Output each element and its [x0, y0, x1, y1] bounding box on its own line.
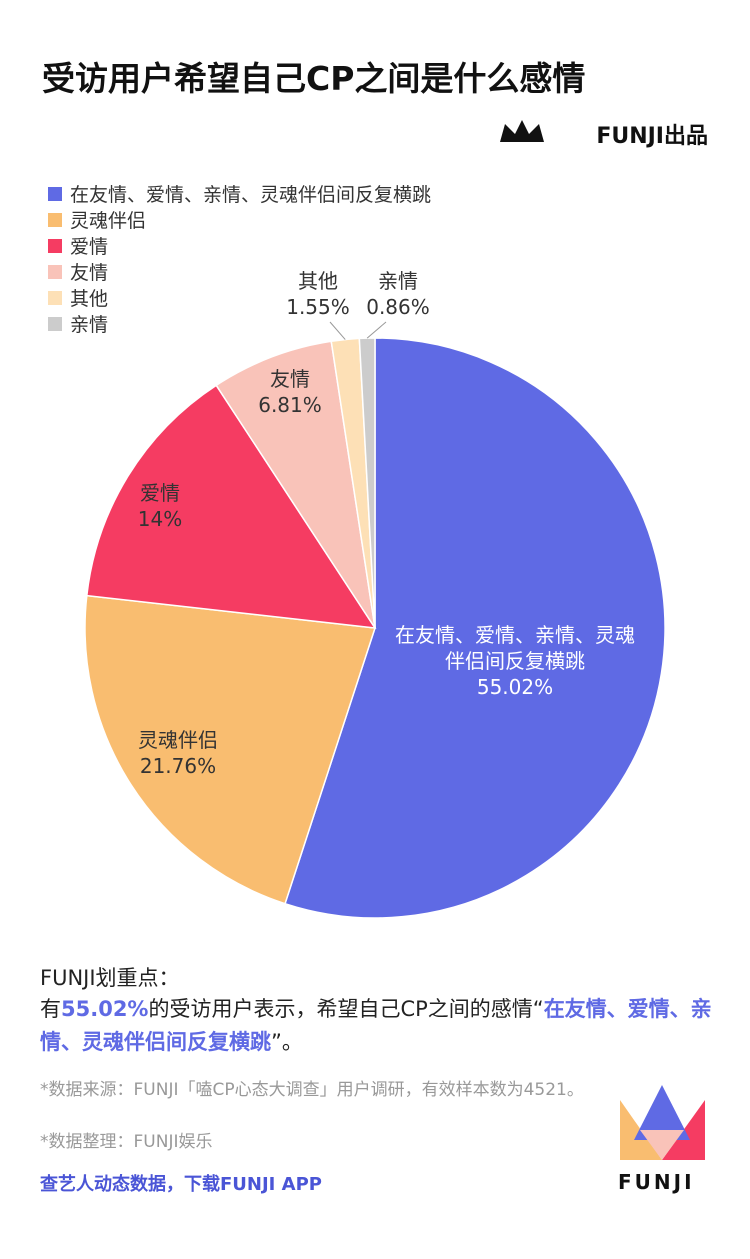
legend-item: 亲情 [48, 310, 108, 337]
legend-label: 灵魂伴侣 [70, 210, 147, 232]
legend-label: 其他 [70, 288, 109, 310]
title: 受访用户希望自己CP之间是什么感情 [42, 59, 586, 98]
legend-label: 爱情 [70, 236, 109, 258]
note-part: 55.02% [61, 997, 149, 1021]
slice-value: 0.86% [366, 295, 430, 319]
pie-slice [284, 337, 666, 919]
note-part: ”。 [271, 1030, 303, 1054]
slice-value: 14% [137, 507, 183, 531]
note-part: 在友情、爱情、亲情、灵魂伴侣间反复横跳 [40, 997, 712, 1054]
legend-item: 灵魂伴侣 [48, 206, 146, 233]
source: *数据来源：FUNJI「嗑CP心态大调查」用户调研，有效样本数为4521。 [40, 1080, 584, 1100]
note-part: 有 [40, 997, 61, 1021]
legend-label: 友情 [70, 262, 109, 284]
logo-mark [620, 1085, 705, 1160]
slice-name: 友情 [269, 367, 310, 391]
legend-swatch [48, 212, 62, 227]
slice-name: 爱情 [139, 481, 180, 505]
brand-mark [500, 120, 544, 142]
cta: 查艺人动态数据，下载FUNJI APP [40, 1174, 322, 1195]
legend-swatch [48, 186, 62, 201]
slice-name: 在友情、爱情、亲情、灵魂伴侣间反复横跳 [395, 623, 635, 673]
pie-slice [84, 594, 376, 905]
legend-label: 亲情 [70, 314, 109, 336]
leader-line [329, 321, 346, 340]
legend-item: 友情 [48, 258, 108, 285]
slice-label: 亲情 0.86% [366, 268, 430, 320]
slice-name: 灵魂伴侣 [138, 728, 218, 752]
logo-text: FUNJI [618, 1170, 695, 1194]
legend-swatch [48, 290, 62, 305]
slice-value: 55.02% [476, 675, 554, 699]
slice-name: 亲情 [377, 269, 418, 293]
pie-slice [358, 337, 376, 629]
source: *数据整理：FUNJI娱乐 [40, 1132, 213, 1152]
legend-item: 爱情 [48, 232, 108, 259]
legend-item: 其他 [48, 284, 108, 311]
note-text: 有55.02%的受访用户表示，希望自己CP之间的感情“在友情、爱情、亲情、灵魂伴… [40, 993, 720, 1059]
slice-label: 友情 6.81% [258, 366, 322, 418]
legend-swatch [48, 264, 62, 279]
slice-value: 1.55% [286, 295, 350, 319]
slice-label: 在友情、爱情、亲情、灵魂伴侣间反复横跳 55.02% [395, 622, 635, 700]
legend-item: 在友情、爱情、亲情、灵魂伴侣间反复横跳 [48, 180, 431, 207]
slice-value: 6.81% [258, 393, 322, 417]
slice-label: 其他 1.55% [286, 268, 350, 320]
legend-label: 在友情、爱情、亲情、灵魂伴侣间反复横跳 [70, 184, 432, 206]
pie-slice [85, 384, 377, 629]
leader-line [366, 321, 387, 339]
legend-swatch [48, 316, 62, 331]
note-part: 的受访用户表示，希望自己CP之间的感情“ [148, 997, 544, 1021]
slice-name: 其他 [297, 269, 338, 293]
note-heading: FUNJI划重点： [40, 966, 180, 990]
slice-value: 21.76% [139, 754, 217, 778]
brand: FUNJI出品 [596, 124, 708, 149]
legend-swatch [48, 238, 62, 253]
slice-label: 灵魂伴侣 21.76% [138, 727, 218, 779]
pie-slice [215, 340, 376, 629]
slice-label: 爱情 14% [138, 480, 182, 532]
